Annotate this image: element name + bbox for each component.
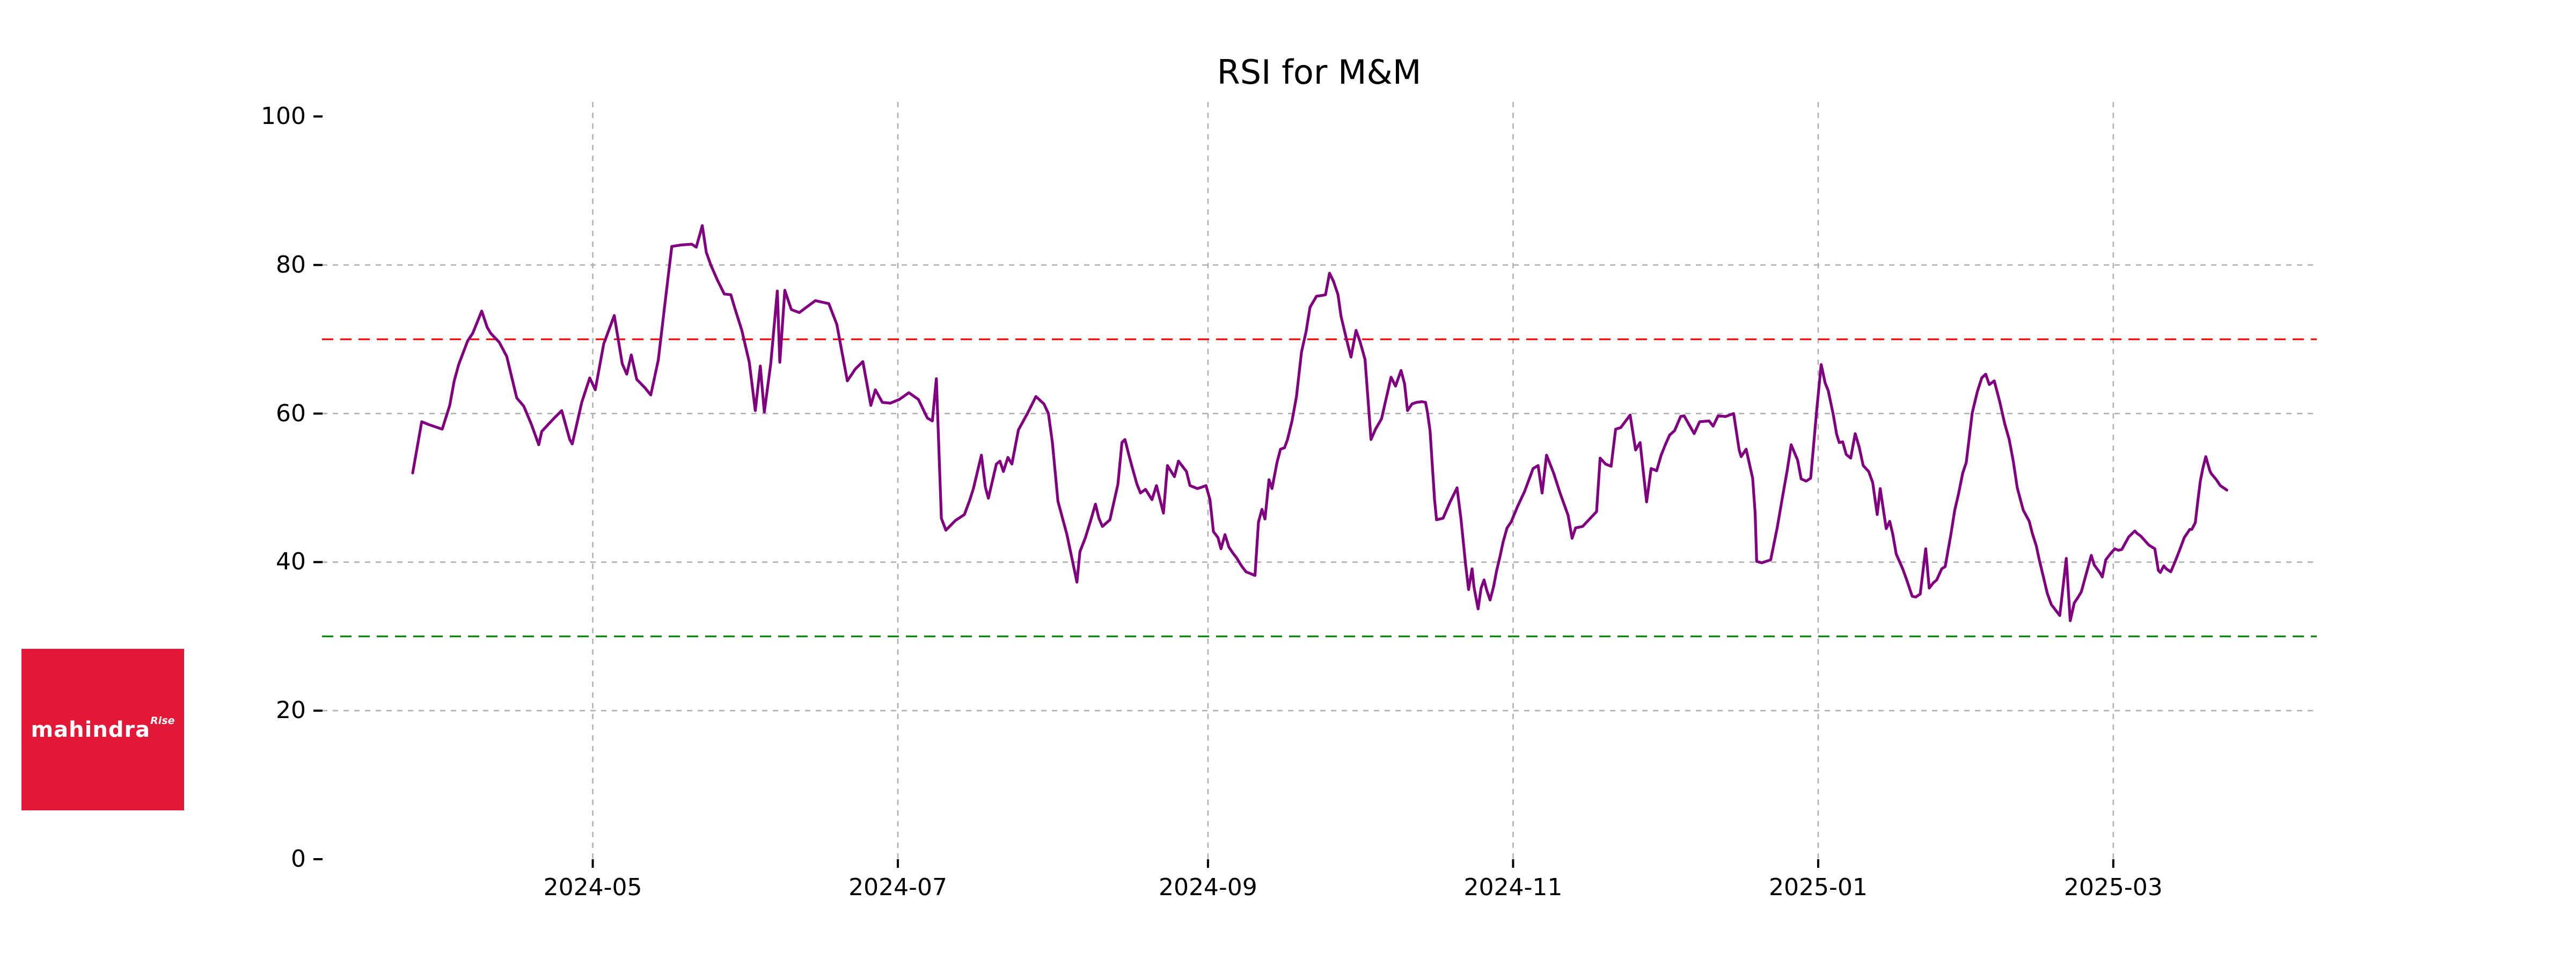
chart-title: RSI for M&M [1217, 53, 1422, 92]
y-tick-label-20: 20 [276, 697, 306, 724]
x-tick-label-2025-03: 2025-03 [2063, 874, 2163, 901]
x-tick-label-2024-05: 2024-05 [543, 874, 642, 901]
rsi-series-line [411, 224, 2228, 623]
y-tick-label-40: 40 [276, 548, 306, 576]
y-tick-label-100: 100 [261, 103, 306, 130]
x-tick-label-2025-01: 2025-01 [1768, 874, 1868, 901]
x-tick-label-2024-11: 2024-11 [1463, 874, 1563, 901]
y-tick-label-60: 60 [276, 399, 306, 427]
x-tick-label-2024-09: 2024-09 [1158, 874, 1257, 901]
mahindra-logo: mahindra Rise [21, 649, 184, 810]
y-tick-label-80: 80 [276, 251, 306, 279]
x-tick-label-2024-07: 2024-07 [848, 874, 947, 901]
logo-brand-text: mahindra [31, 717, 151, 742]
y-tick-label-0: 0 [291, 845, 306, 873]
logo-tagline-text: Rise [150, 715, 175, 727]
